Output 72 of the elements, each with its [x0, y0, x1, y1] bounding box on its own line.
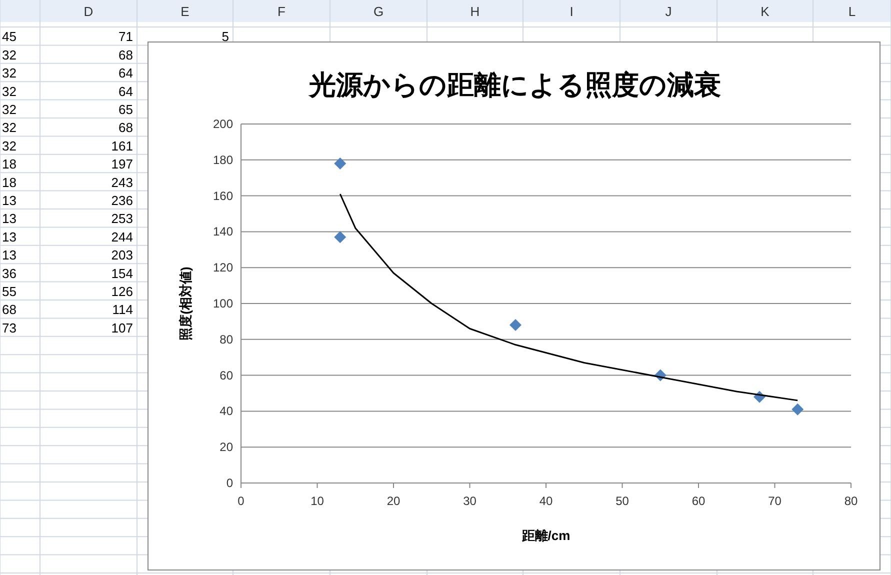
- text: 65: [118, 102, 133, 117]
- x-tick-label: 50: [616, 494, 630, 508]
- x-tick-label: 70: [768, 494, 782, 508]
- text: L: [848, 4, 856, 19]
- y-tick-label: 60: [220, 368, 234, 382]
- text: 13: [2, 229, 16, 244]
- y-tick-label: 40: [220, 404, 234, 418]
- point: [510, 319, 522, 332]
- text: 5: [222, 29, 229, 44]
- text: 161: [111, 138, 133, 154]
- text: 197: [111, 156, 133, 172]
- text: 68: [118, 47, 133, 62]
- y-tick-label: 120: [212, 260, 234, 275]
- text: 154: [111, 266, 133, 281]
- chart-title: 光源からの距離による照度の減衰: [308, 70, 721, 100]
- text: 68: [2, 302, 16, 318]
- y-tick-label: 20: [220, 440, 234, 454]
- text: 236: [111, 192, 133, 208]
- text: 55: [2, 284, 16, 299]
- text: 71: [118, 29, 133, 44]
- x-tick-label: 60: [692, 494, 706, 508]
- y-tick-label: 100: [212, 296, 234, 310]
- y-axis-title: 照度(相対値): [178, 266, 193, 340]
- text: 107: [111, 320, 133, 336]
- text: 114: [112, 302, 133, 318]
- text: J: [665, 4, 672, 19]
- x-tick-label: 80: [844, 494, 858, 508]
- text: 13: [2, 192, 16, 208]
- text: G: [373, 4, 384, 19]
- text: 18: [2, 174, 16, 190]
- text: 68: [118, 120, 133, 136]
- x-tick-label: 10: [310, 494, 324, 508]
- text: 32: [2, 66, 16, 81]
- text: 203: [111, 248, 133, 263]
- x-tick-label: 40: [539, 494, 553, 508]
- y-tick-label: 160: [212, 188, 234, 203]
- text: 64: [118, 66, 133, 81]
- y-tick-label: 200: [212, 117, 234, 131]
- point: [334, 157, 346, 170]
- text: 32: [2, 102, 16, 117]
- text: 36: [2, 266, 16, 281]
- y-tick-label: 80: [220, 332, 234, 346]
- x-tick-label: 30: [463, 494, 477, 508]
- x-axis-title: 距離/cm: [520, 528, 570, 543]
- text: 18: [2, 156, 16, 172]
- text: 32: [2, 138, 16, 154]
- y-tick-label: 140: [212, 224, 234, 239]
- text: 32: [2, 120, 16, 136]
- text: 243: [111, 174, 133, 190]
- x-tick-label: 0: [238, 494, 245, 508]
- point: [334, 231, 346, 244]
- text: 73: [2, 320, 16, 336]
- y-tick-label: 0: [226, 476, 234, 490]
- text: 244: [111, 229, 133, 244]
- text: E: [180, 4, 190, 19]
- text: 126: [111, 284, 133, 299]
- text: 64: [118, 84, 133, 99]
- text: F: [278, 4, 286, 19]
- text: I: [570, 4, 574, 19]
- text: 13: [2, 248, 16, 263]
- x-tick-label: 20: [386, 494, 400, 508]
- point: [792, 403, 804, 416]
- y-tick-label: 180: [212, 152, 234, 167]
- text: D: [84, 4, 94, 19]
- text: 13: [2, 211, 16, 226]
- text: K: [760, 4, 770, 19]
- text: 32: [2, 47, 16, 62]
- text: 253: [111, 211, 133, 226]
- line-series: [339, 193, 798, 402]
- text: H: [470, 4, 480, 19]
- text: 32: [2, 84, 16, 99]
- text: 45: [2, 29, 16, 44]
